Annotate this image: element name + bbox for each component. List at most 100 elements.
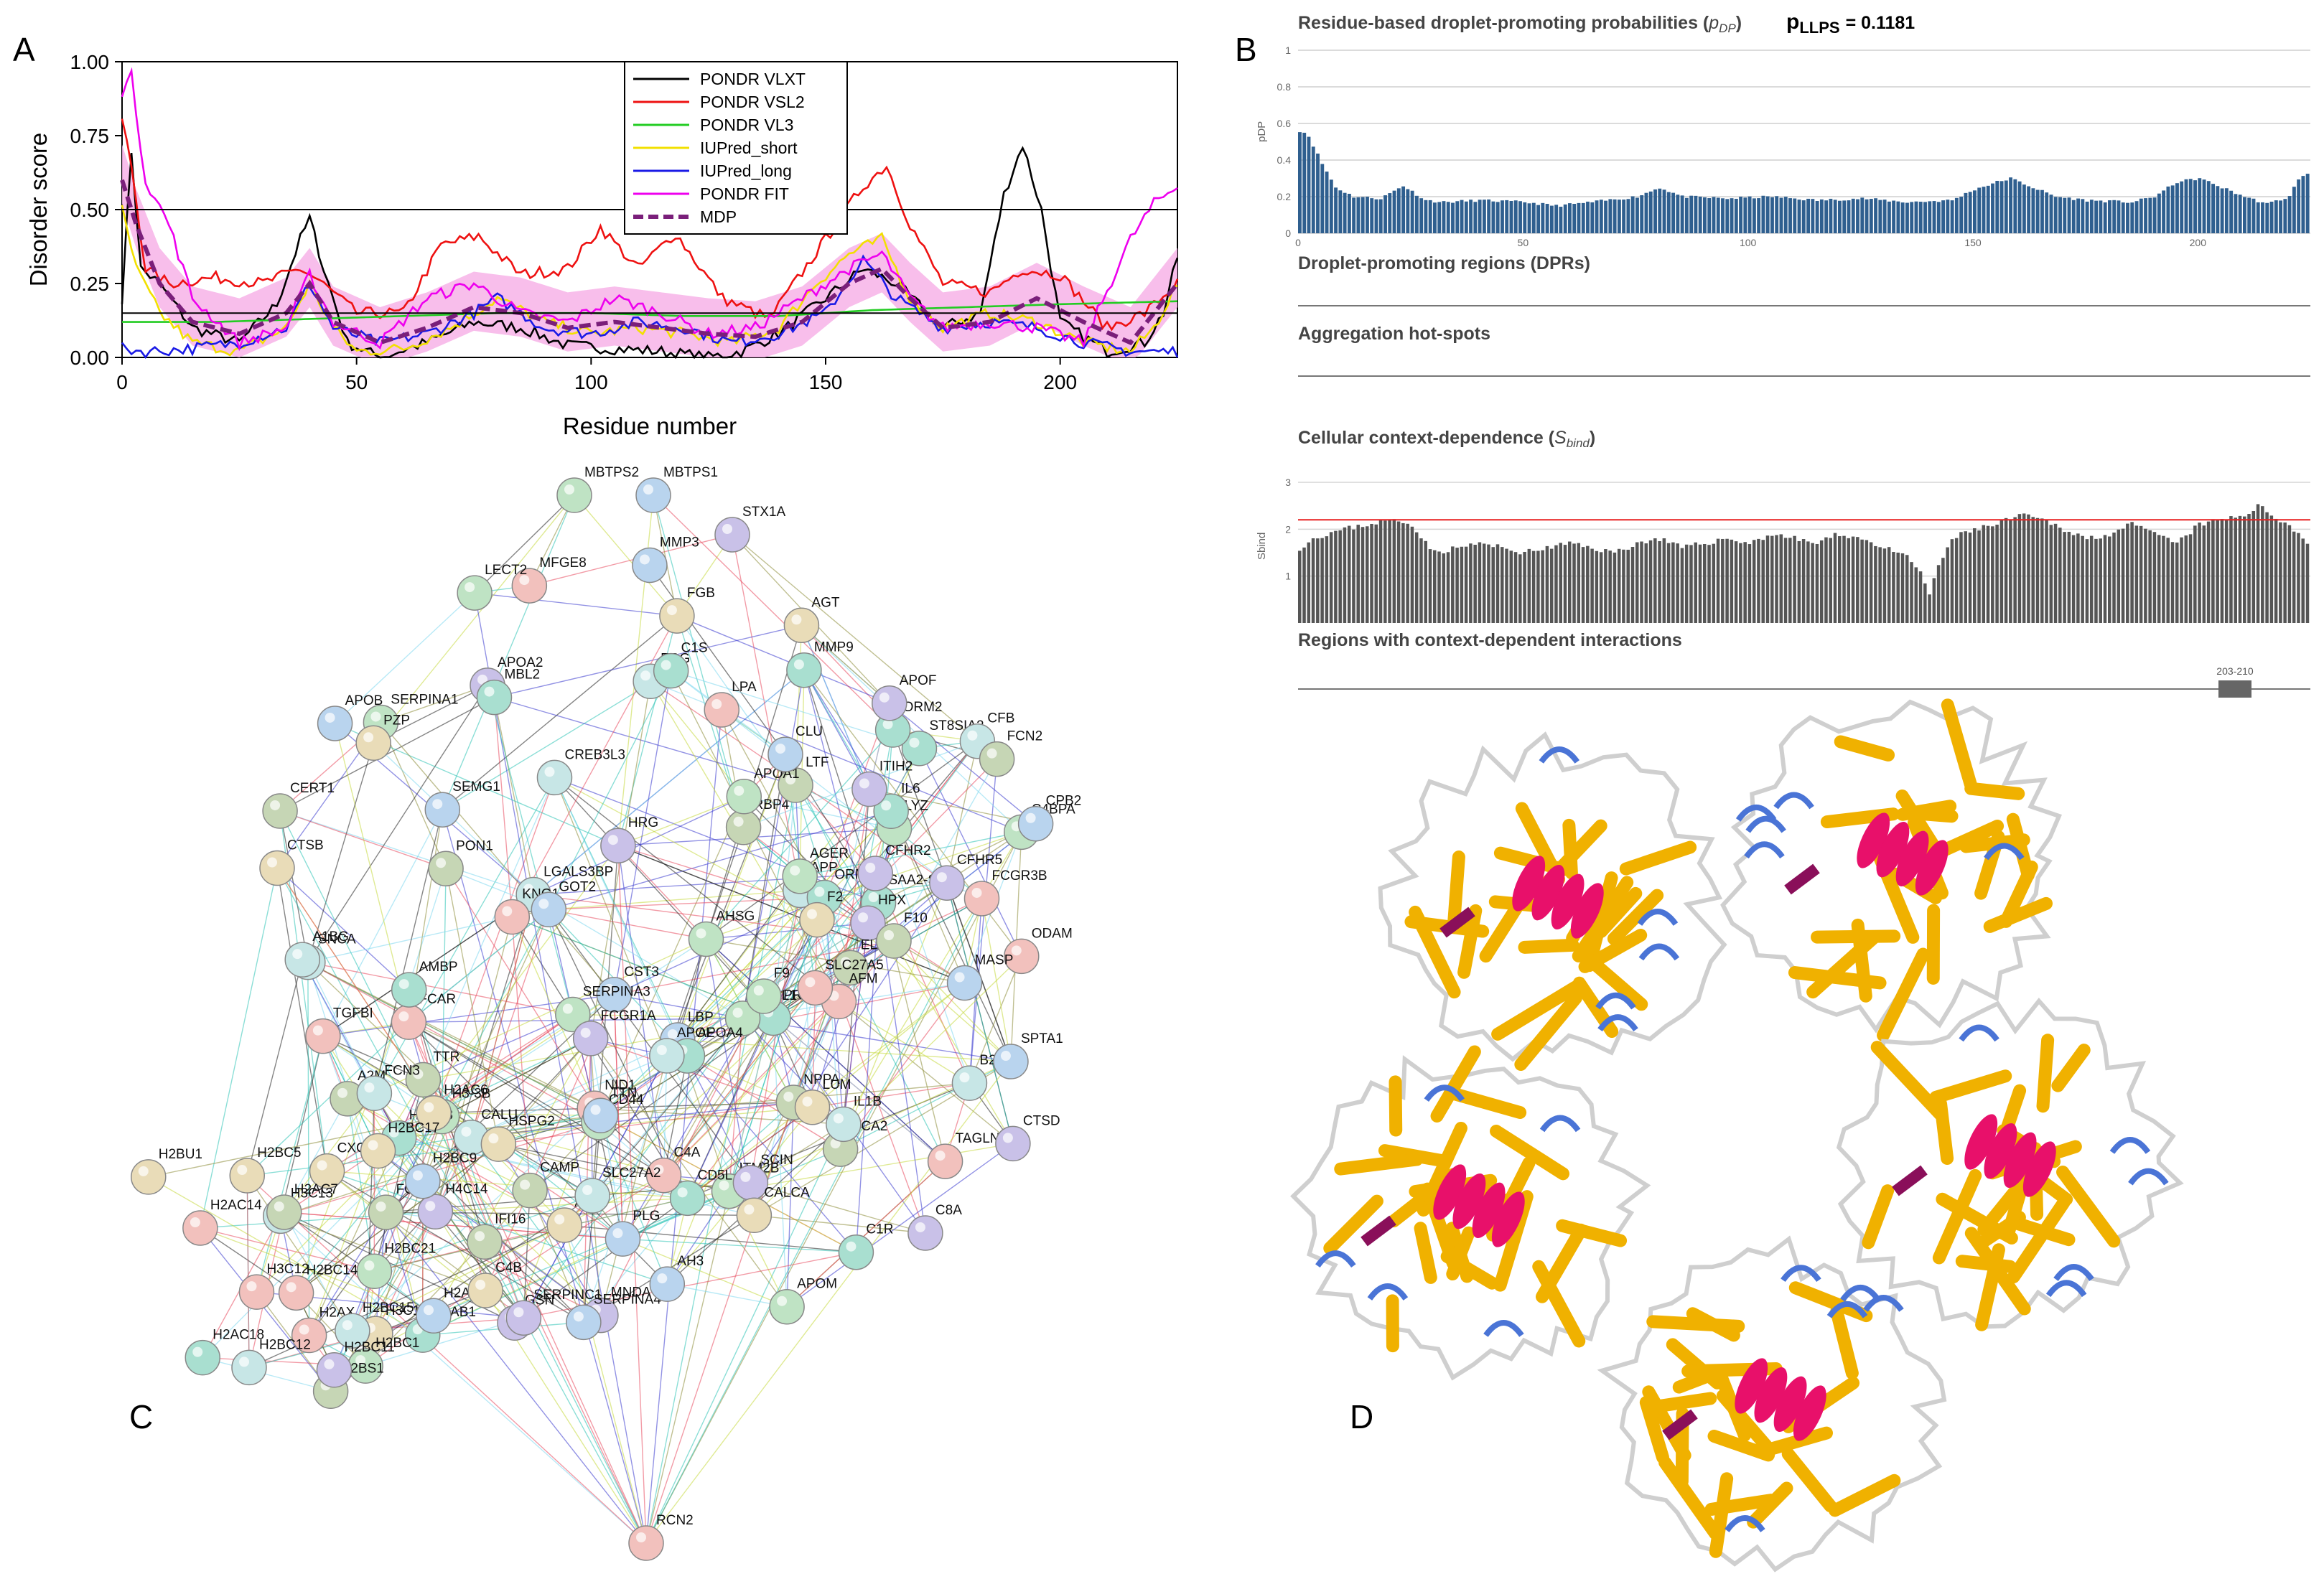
node-highlight [138, 1166, 149, 1176]
network-edge [893, 940, 1012, 1062]
context-heading: Cellular context-dependence (Sbind) [1298, 428, 1595, 450]
sbind-bar [2287, 525, 2292, 623]
node-label: H2BC17 [388, 1121, 440, 1136]
node-highlight [959, 1072, 970, 1083]
node-label: ORM2 [903, 700, 943, 715]
sbind-bar [2220, 519, 2224, 623]
pdp-bar [1783, 197, 1788, 233]
node-circle [494, 899, 531, 935]
turn-segment [1984, 843, 2025, 861]
node-label: APOA4 [697, 1026, 743, 1041]
node-highlight [364, 1260, 375, 1271]
node-label: HSPG2 [508, 1114, 554, 1129]
beta-strand [1828, 1473, 1901, 1517]
network-node: FCAR [391, 992, 456, 1040]
network-edge [855, 902, 879, 1252]
alpha-helix-turn [2022, 1141, 2056, 1197]
node-highlight [564, 484, 574, 495]
legend-item: MDP [633, 207, 737, 226]
node-label: H2BC11 [344, 1340, 394, 1355]
pdp-bar [2234, 194, 2238, 233]
network-node: MMP3 [632, 535, 699, 584]
pdp-bar [1725, 199, 1730, 233]
pdp-bar [1801, 200, 1806, 233]
beta-strand [1937, 820, 2005, 857]
network-node: MASP [946, 953, 1013, 1001]
node-highlight [865, 862, 876, 873]
network-node: SLC27A5 [797, 957, 884, 1006]
network-edge [663, 1055, 668, 1176]
node-highlight [661, 660, 671, 670]
beta-strand [1806, 931, 1880, 999]
dpr-heading: Droplet-promoting regions (DPRs) [1298, 253, 1590, 273]
network-edge [613, 994, 624, 1240]
node-highlight [375, 1201, 386, 1212]
node-circle [572, 1021, 609, 1056]
pdp-bar [1797, 200, 1801, 233]
pdp-bar [1366, 197, 1369, 233]
node-label: LYZ [905, 798, 929, 813]
node-label: MMP3 [660, 535, 699, 550]
network-edge [307, 962, 499, 1145]
network-edge [663, 902, 879, 1176]
beta-strand [1964, 782, 2025, 800]
sbind-bar [2027, 514, 2030, 623]
pdp-bar [2274, 200, 2278, 233]
node-label: SNCA [318, 932, 356, 947]
network-edge [256, 1036, 324, 1293]
network-node: CREB3L3 [536, 747, 625, 796]
pdp-bar [1541, 202, 1545, 233]
network-edge [645, 1061, 1012, 1544]
beta-strand [1595, 886, 1643, 938]
node-highlight [523, 884, 534, 894]
sbind-bar [1905, 555, 1909, 623]
network-edge [773, 1018, 788, 1307]
network-node: HSPG2 [480, 1114, 555, 1162]
node-label: H2BC12 [259, 1337, 311, 1352]
node-highlight [879, 692, 890, 703]
sbind-bar [1586, 545, 1590, 623]
network-edge [246, 1175, 647, 1544]
sbind-bar [2076, 533, 2080, 623]
turn-segment [1595, 992, 1636, 1010]
pdp-bar [1428, 200, 1432, 233]
alpha-helix-turn [1735, 1358, 1768, 1414]
network-edge [445, 868, 602, 1116]
node-label: CFHR5 [957, 853, 1002, 868]
node-highlight [475, 1280, 486, 1290]
network-edge [893, 759, 998, 942]
sbind-bar [1950, 539, 1954, 623]
network-node: C8A [907, 1203, 962, 1251]
network-node: MMP9 [786, 640, 854, 688]
subunit [1836, 998, 2184, 1331]
node-highlight [237, 1165, 248, 1176]
pdp-bar [2243, 197, 2246, 233]
network-node: PZP [355, 713, 410, 762]
network-edge [843, 831, 1022, 1125]
pdp-bar [1779, 197, 1783, 233]
beta-strand [1490, 1125, 1570, 1181]
pdp-bar [2162, 190, 2166, 233]
node-label: APOF [900, 673, 937, 688]
pdp-bar [2188, 179, 2193, 233]
node-highlight [461, 1126, 472, 1137]
beta-strand [1646, 1315, 1745, 1333]
pdp-bar [2283, 199, 2287, 233]
node-highlight [274, 1201, 284, 1212]
sbind-bar [1860, 539, 1864, 623]
network-node: H2AC14 [182, 1198, 262, 1246]
network-edge [279, 810, 647, 1544]
sbind-bar [1505, 548, 1508, 623]
pdp-bar [1545, 204, 1549, 233]
turn-segment [1638, 943, 1680, 961]
pdp-bar [1599, 200, 1603, 233]
sbind-bar [2139, 525, 2143, 623]
sbind-bar [1793, 535, 1796, 623]
beta-strand [1445, 1222, 1474, 1283]
network-edge [645, 811, 892, 1544]
node-label: LBP [688, 1010, 714, 1025]
sbind-bar [1446, 552, 1450, 623]
network-edge [811, 919, 818, 1107]
panel-a-y-ticks: 0.00 0.25 0.50 0.75 1.00 [70, 51, 122, 369]
